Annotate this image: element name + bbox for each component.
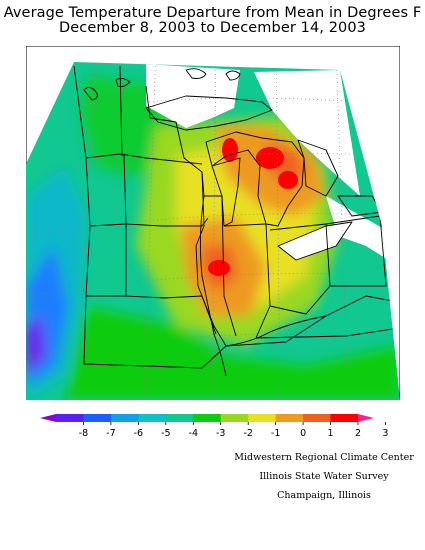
legend-tick-label: -1 [271, 428, 280, 439]
legend-tick-label: -6 [134, 428, 143, 439]
legend-swatch [56, 414, 84, 422]
boundary-montana-dakotas [73, 65, 147, 159]
hot-spot-upper-peninsula [222, 138, 238, 162]
small-lake-2 [115, 77, 131, 87]
lake-erie-outline [277, 221, 353, 261]
legend-tick-label: 1 [328, 428, 334, 439]
temperature-departure-map [26, 46, 400, 400]
small-lake-4 [225, 70, 241, 81]
boundary-tn-south [255, 327, 400, 339]
boundary-ky-tn [225, 315, 327, 347]
legend-swatch [330, 414, 359, 422]
legend-svg: -8 -7 -6 -5 -4 -3 -2 -1 0 1 2 3 [40, 414, 388, 439]
boundary-sd-ne [85, 157, 163, 227]
ontario-nodata-area [254, 70, 360, 196]
boundary-ar-south [145, 345, 227, 369]
boundary-in-mi [223, 223, 267, 227]
hot-spot-saginaw [278, 171, 298, 189]
legend-swatch [110, 414, 139, 422]
legend-arrow-low [40, 414, 56, 422]
hot-spot-northern-michigan [256, 147, 284, 169]
boundary-ia-mo [162, 217, 209, 227]
ohio-river [225, 315, 327, 347]
map-title-line-2: December 8, 2003 to December 14, 2003 [59, 20, 366, 36]
lake-michigan-outline [211, 157, 241, 227]
legend-tick-label: -8 [79, 428, 88, 439]
boundary-pennsylvania [325, 215, 387, 287]
boundary-nd-mn [119, 65, 123, 157]
legend-tick-label: -3 [216, 428, 225, 439]
boundary-ks-ok [83, 295, 147, 367]
map-title-line-1: Average Temperature Departure from Mean … [3, 5, 422, 21]
boundary-il-in [221, 195, 237, 337]
credit-line-2: Illinois State Water Survey [259, 471, 389, 482]
legend-tick-label: -4 [189, 428, 198, 439]
boundary-il-west [195, 171, 227, 347]
legend-swatch [83, 414, 112, 422]
michigan-outline [205, 131, 305, 227]
map-svg [26, 46, 400, 400]
boundary-va [325, 295, 399, 317]
legend-tick-label: 0 [300, 428, 306, 439]
legend-tick-label: 2 [355, 428, 361, 439]
credit-line-3: Champaign, Illinois [277, 490, 371, 501]
coldest-core-region [26, 316, 46, 376]
legend-tick-label: -7 [106, 428, 115, 439]
small-lake-3 [185, 68, 207, 79]
graticule-lines [26, 62, 400, 400]
legend-tick-label: -2 [243, 428, 252, 439]
legend-swatch [275, 414, 304, 422]
legend-swatch [138, 414, 167, 422]
small-lake-1 [83, 87, 98, 101]
boundary-ne-ks [85, 225, 165, 299]
credit-line-1: Midwestern Regional Climate Center [234, 452, 414, 463]
state-boundaries [73, 65, 400, 377]
legend-swatch [248, 414, 277, 422]
shaded-departure-field [26, 62, 400, 400]
hot-spot-central-illinois [208, 260, 230, 276]
legend-swatch [220, 414, 249, 422]
lake-huron-outline [297, 139, 339, 197]
mississippi-river [199, 195, 227, 377]
legend-swatch [165, 414, 194, 422]
legend-swatch [193, 414, 222, 422]
south-cooler-region [66, 306, 400, 400]
warm-upper-michigan-region [216, 126, 326, 216]
map-title: Average Temperature Departure from Mean … [0, 6, 425, 36]
legend-arrow-high [358, 414, 374, 422]
legend-tick-label: 3 [382, 428, 388, 439]
legend-swatch [303, 414, 332, 422]
color-legend: -8 -7 -6 -5 -4 -3 -2 -1 0 1 2 3 [40, 412, 388, 442]
lake-erie-area [278, 222, 352, 260]
lake-superior-outline [145, 95, 273, 131]
legend-tick-label: -5 [161, 428, 170, 439]
lake-ontario-area [326, 196, 398, 266]
boundary-mn-ia [145, 157, 203, 165]
boundary-sd-mn [123, 153, 127, 227]
